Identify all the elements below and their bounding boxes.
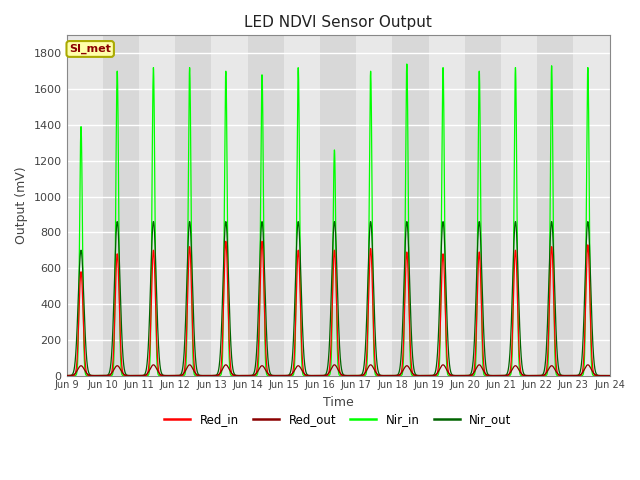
Bar: [356, 36, 392, 375]
Bar: [429, 36, 465, 375]
Bar: [392, 36, 429, 375]
Bar: [211, 36, 248, 375]
Bar: [573, 36, 609, 375]
Bar: [537, 36, 573, 375]
Bar: [248, 36, 284, 375]
Bar: [103, 36, 139, 375]
Bar: [320, 36, 356, 375]
Text: SI_met: SI_met: [69, 44, 111, 54]
X-axis label: Time: Time: [323, 396, 353, 409]
Bar: [175, 36, 211, 375]
Bar: [501, 36, 537, 375]
Bar: [67, 36, 103, 375]
Legend: Red_in, Red_out, Nir_in, Nir_out: Red_in, Red_out, Nir_in, Nir_out: [160, 408, 516, 431]
Bar: [139, 36, 175, 375]
Bar: [465, 36, 501, 375]
Y-axis label: Output (mV): Output (mV): [15, 167, 28, 244]
Bar: [284, 36, 320, 375]
Title: LED NDVI Sensor Output: LED NDVI Sensor Output: [244, 15, 432, 30]
